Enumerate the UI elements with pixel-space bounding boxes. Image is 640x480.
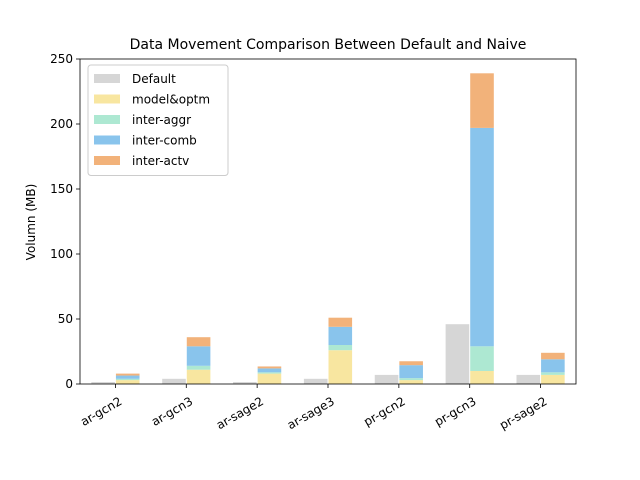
y-tick-label: 150 — [50, 182, 73, 196]
bar-inter-comb-ar-sage3 — [328, 326, 353, 345]
x-tick-label: pr-gcn3 — [432, 394, 478, 429]
legend-label: inter-comb — [132, 134, 197, 148]
legend-swatch — [94, 156, 120, 165]
bar-model-optm-pr-sage2 — [541, 374, 565, 384]
bar-inter-aggr-pr-gcn3 — [470, 346, 494, 371]
bar-inter-actv-pr-sage2 — [541, 352, 565, 360]
legend-label: Default — [132, 72, 176, 86]
bar-inter-aggr-pr-gcn2 — [399, 378, 423, 381]
bar-default-pr-sage2 — [516, 374, 541, 384]
bar-inter-actv-ar-sage3 — [328, 317, 353, 327]
x-tick-label: pr-sage2 — [497, 394, 549, 432]
legend-swatch — [94, 135, 120, 145]
y-tick-label: 100 — [50, 247, 73, 261]
bar-inter-actv-pr-gcn2 — [399, 361, 423, 366]
bar-inter-actv-pr-gcn3 — [470, 73, 494, 128]
x-tick-label: pr-gcn2 — [361, 394, 407, 429]
bar-inter-comb-ar-sage2 — [257, 368, 282, 373]
bar-model-optm-ar-gcn2 — [115, 380, 140, 384]
bar-default-ar-sage2 — [233, 382, 257, 384]
bar-model-optm-ar-sage2 — [257, 373, 282, 384]
bar-inter-comb-pr-gcn3 — [470, 127, 494, 347]
legend-label: model&optm — [132, 93, 210, 107]
x-tick-label: ar-gcn3 — [149, 394, 195, 429]
plot-frame — [79, 58, 577, 385]
bars-layer — [91, 73, 565, 384]
bar-inter-comb-ar-gcn2 — [115, 375, 140, 379]
bar-inter-aggr-ar-sage2 — [257, 372, 282, 374]
bar-model-optm-pr-gcn3 — [470, 371, 494, 384]
y-tick-label: 250 — [50, 52, 73, 66]
bar-inter-aggr-ar-gcn3 — [186, 365, 211, 370]
x-tick-label: ar-gcn2 — [78, 394, 124, 429]
bar-default-ar-sage3 — [303, 378, 328, 384]
y-tick-label: 50 — [58, 312, 73, 326]
bar-inter-actv-ar-gcn3 — [186, 337, 211, 347]
x-tick-label: ar-sage2 — [214, 394, 266, 432]
y-tick-label: 0 — [65, 377, 73, 391]
bar-inter-comb-ar-gcn3 — [186, 346, 211, 366]
bar-default-ar-gcn3 — [162, 378, 186, 384]
legend-box — [87, 64, 229, 176]
bar-inter-aggr-ar-sage3 — [328, 345, 353, 351]
bar-inter-actv-ar-gcn2 — [115, 373, 140, 376]
bar-model-optm-ar-sage3 — [328, 350, 353, 384]
bar-inter-aggr-ar-gcn2 — [115, 378, 140, 381]
bar-inter-aggr-pr-sage2 — [541, 372, 565, 375]
bar-model-optm-ar-gcn3 — [186, 369, 211, 384]
bar-default-pr-gcn2 — [374, 374, 399, 384]
legend-label: inter-actv — [132, 154, 189, 168]
bar-default-ar-gcn2 — [91, 382, 115, 384]
legend: Default model&optm inter-aggr inter-comb int… — [87, 64, 229, 176]
legend-swatch — [94, 94, 120, 104]
x-tick-label: ar-sage3 — [285, 394, 337, 432]
bar-model-optm-pr-gcn2 — [399, 380, 423, 384]
y-tick-label: 200 — [50, 117, 73, 131]
legend-label: inter-aggr — [132, 113, 191, 127]
y-axis-label: Volumn (MB) — [24, 184, 38, 261]
legend-swatch — [94, 74, 120, 83]
bar-default-pr-gcn3 — [445, 324, 470, 384]
bar-inter-comb-pr-sage2 — [541, 359, 565, 373]
bar-inter-actv-ar-sage2 — [257, 366, 282, 369]
chart-title: Data Movement Comparison Between Default… — [130, 37, 527, 53]
legend-swatch — [94, 115, 120, 124]
bar-inter-comb-pr-gcn2 — [399, 365, 423, 379]
